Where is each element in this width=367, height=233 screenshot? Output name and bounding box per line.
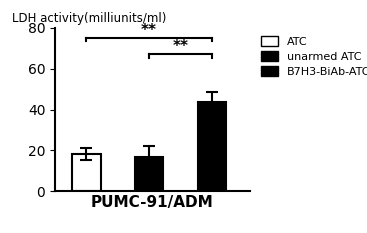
- Bar: [72, 154, 101, 191]
- Text: LDH activity(milliunits/ml): LDH activity(milliunits/ml): [12, 12, 167, 25]
- Bar: [198, 102, 226, 191]
- Legend: ATC, unarmed ATC, B7H3-BiAb-ATC: ATC, unarmed ATC, B7H3-BiAb-ATC: [259, 34, 367, 79]
- X-axis label: PUMC-91/ADM: PUMC-91/ADM: [91, 195, 214, 210]
- Bar: [135, 158, 163, 191]
- Text: **: **: [141, 23, 157, 38]
- Text: **: **: [172, 39, 189, 54]
